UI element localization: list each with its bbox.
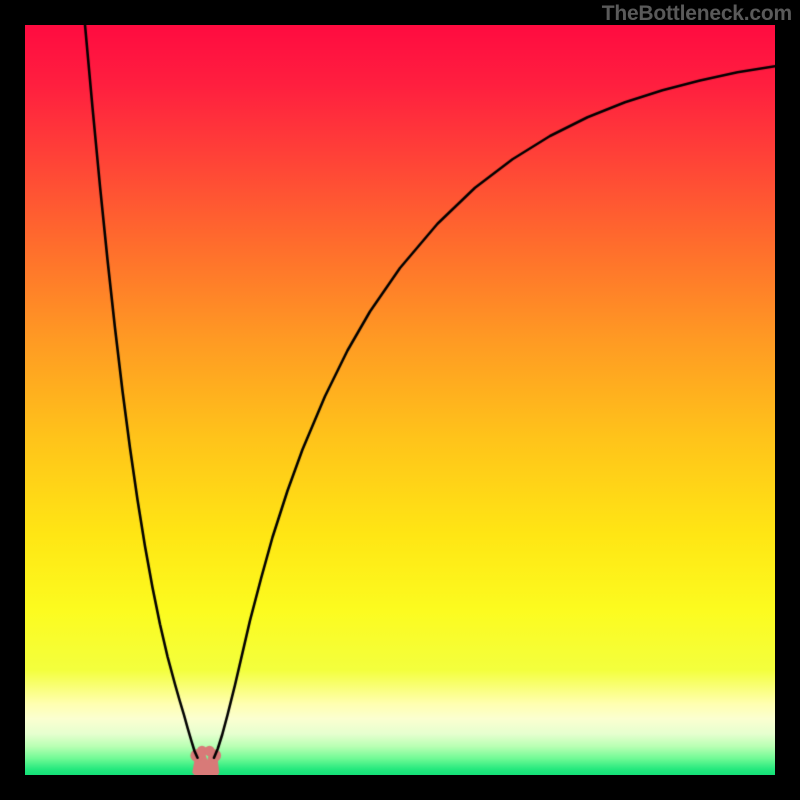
watermark-text: TheBottleneck.com	[602, 2, 792, 26]
curve-canvas	[25, 25, 775, 775]
chart-frame: TheBottleneck.com	[0, 0, 800, 800]
plot-area	[25, 25, 775, 775]
